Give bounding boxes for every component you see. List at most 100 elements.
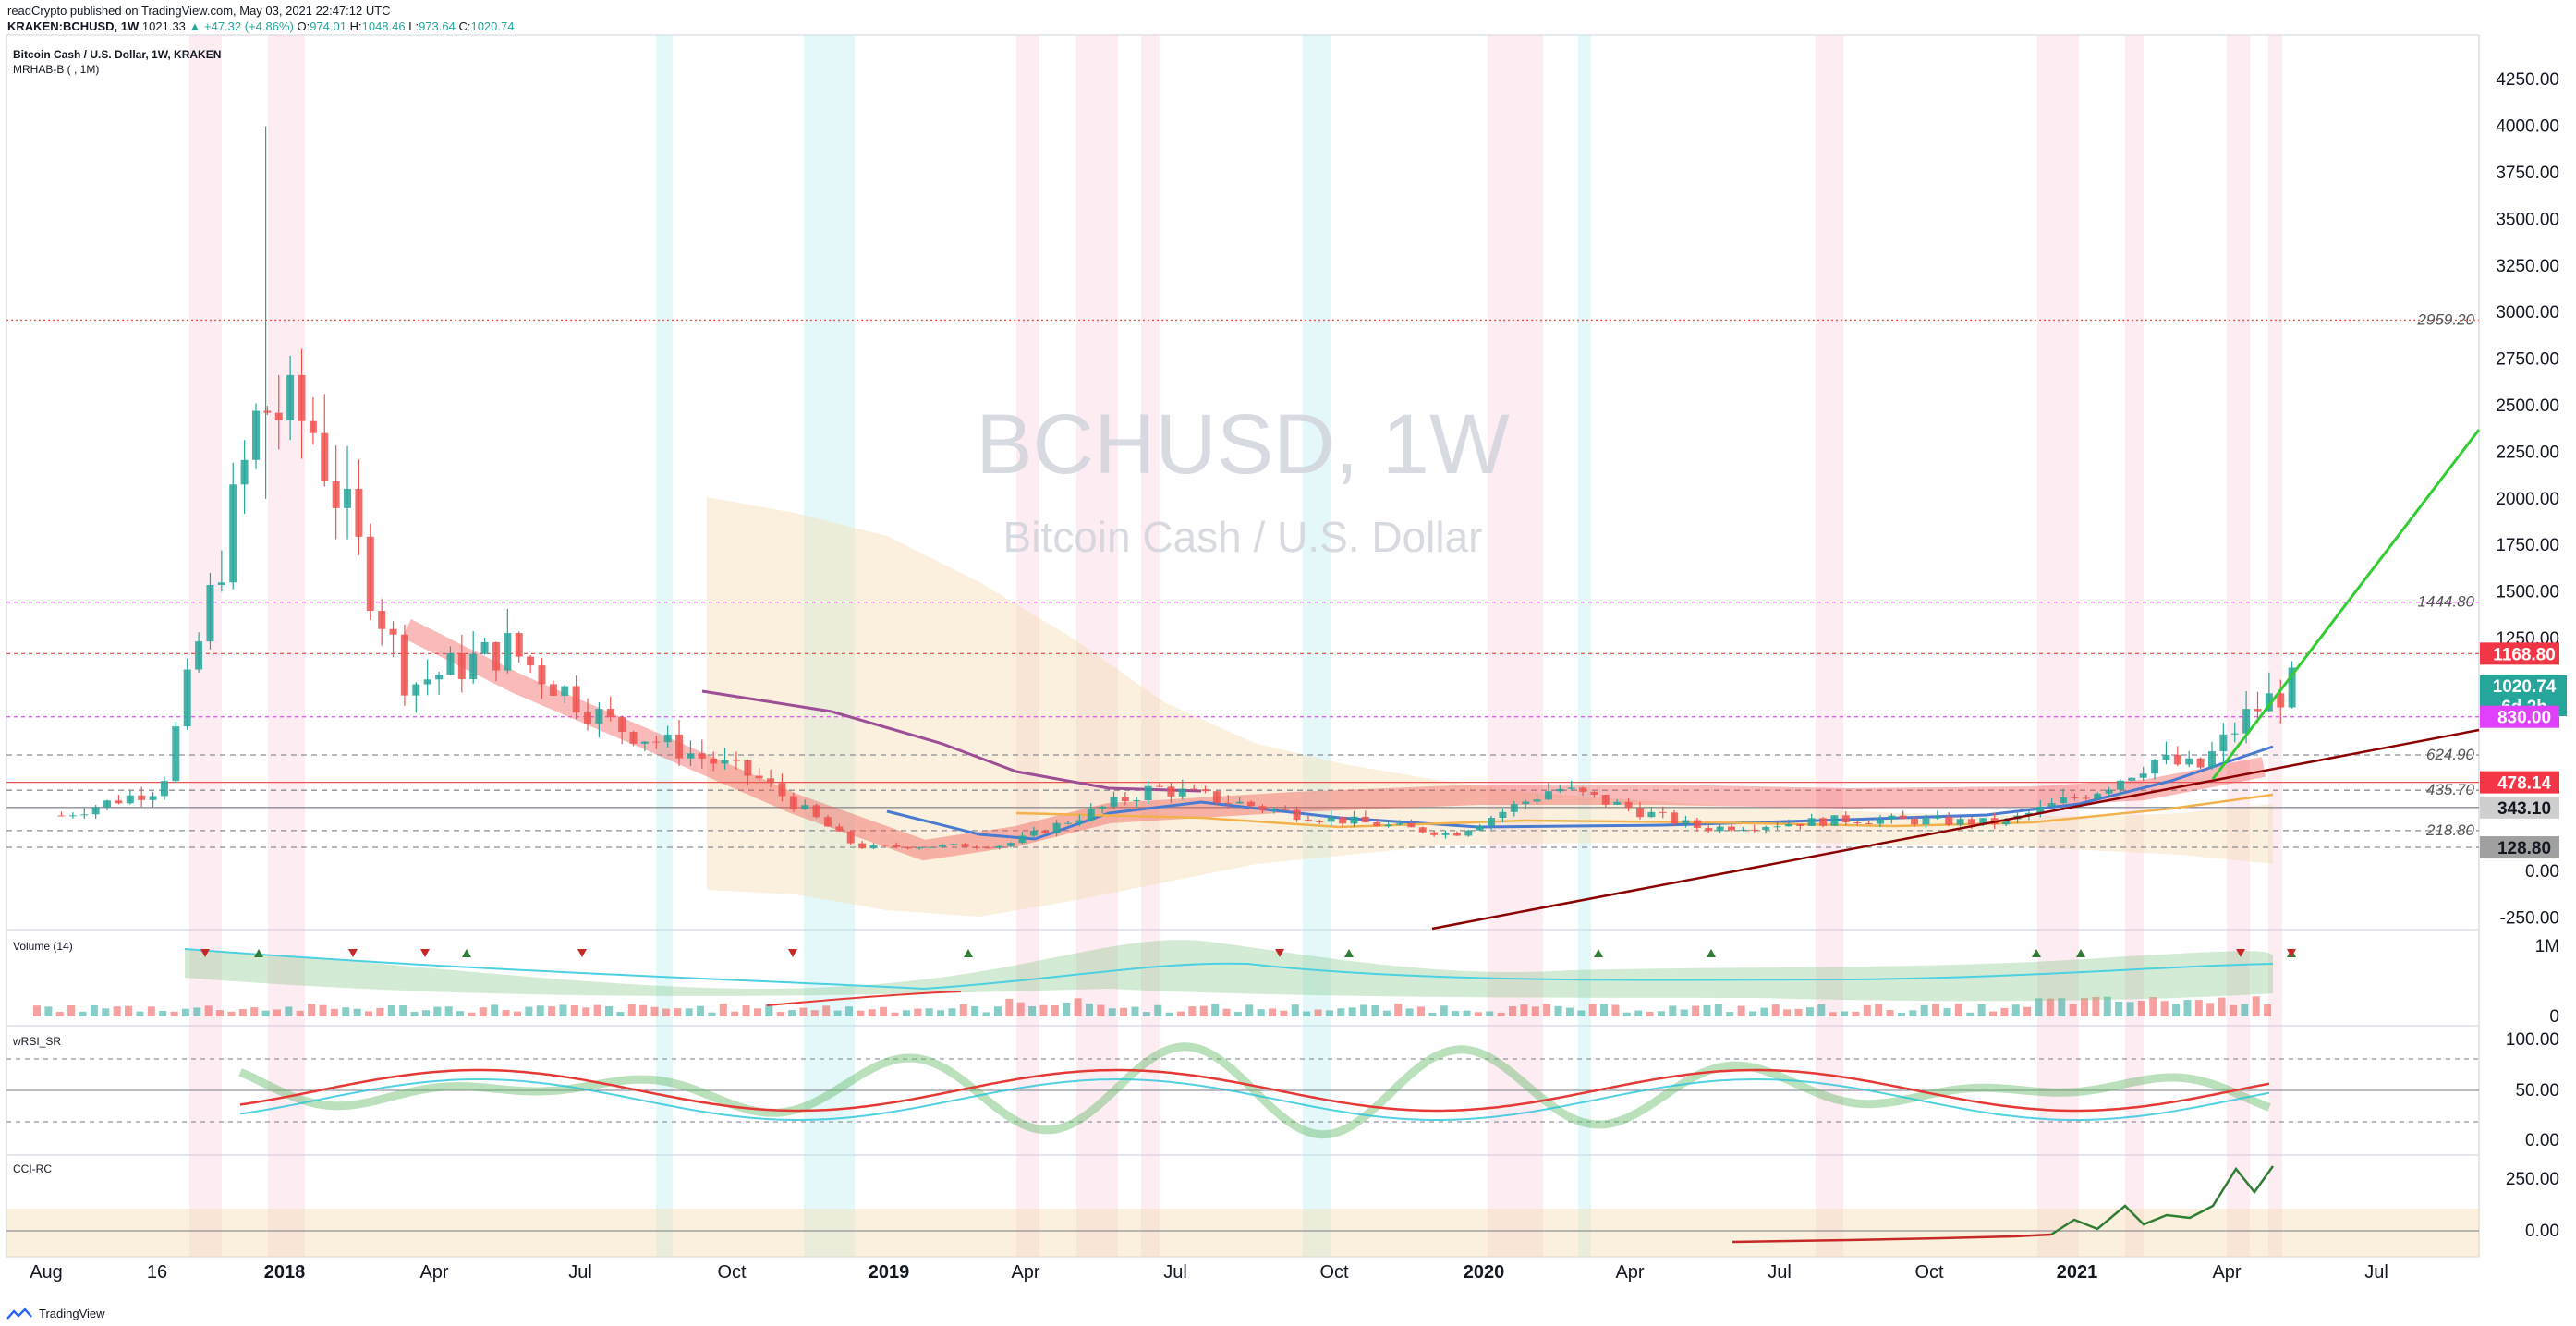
volume-bar xyxy=(399,1005,407,1016)
volume-bar xyxy=(1509,1006,1517,1016)
ma-ribbon-red xyxy=(402,619,2266,861)
candle-down xyxy=(846,831,855,844)
volume-bar xyxy=(2092,996,2100,1016)
candle-up xyxy=(1876,819,1884,824)
volume-bar xyxy=(902,1010,910,1016)
volume-bar xyxy=(1337,1008,1345,1016)
volume-bar xyxy=(548,1006,556,1016)
volume-pane: 1M 0 xyxy=(33,937,2559,1027)
candle-up xyxy=(2047,803,2056,807)
alert-band-cyan xyxy=(804,35,855,1257)
volume-bar xyxy=(593,1004,601,1016)
wrsi-axis-label: 0.00 xyxy=(2525,1131,2559,1150)
volume-bar xyxy=(296,1010,304,1016)
ichimoku-cloud xyxy=(6,497,2479,1257)
volume-bar xyxy=(719,1004,727,1016)
signal-up-icon xyxy=(2076,949,2085,957)
volume-bar xyxy=(387,1004,395,1016)
candle-up xyxy=(1488,818,1496,826)
candle-down xyxy=(2254,709,2262,712)
last-price: 1021.33 xyxy=(141,19,186,33)
candle-up xyxy=(1110,797,1118,807)
price-axis-label: 2250.00 xyxy=(2496,443,2559,462)
candle-down xyxy=(355,488,363,537)
volume-bar xyxy=(925,1008,933,1016)
time-axis[interactable]: Aug 16 2018 Apr Jul Oct 2019 Apr Jul Oct 2020 Apr Ju… xyxy=(30,1262,2388,1283)
wrsi-axis-label: 100.00 xyxy=(2506,1030,2559,1050)
candle-up xyxy=(561,686,569,696)
candle-down xyxy=(572,686,580,713)
volume-bar xyxy=(2000,1007,2009,1016)
candle-up xyxy=(160,781,168,797)
candle-up xyxy=(2060,797,2068,804)
alert-band-cyan xyxy=(1303,35,1331,1257)
volume-bar xyxy=(79,1011,87,1016)
volume-bar xyxy=(937,1010,945,1016)
volume-bar xyxy=(1108,1008,1116,1016)
volume-bar xyxy=(444,1006,453,1016)
signal-up-icon xyxy=(462,949,471,957)
candle-down xyxy=(984,847,992,849)
candle-down xyxy=(1339,817,1347,824)
candle-down xyxy=(1430,832,1439,835)
level-label: 435.70 xyxy=(2426,781,2475,798)
volume-bar xyxy=(238,1009,247,1016)
candle-up xyxy=(995,845,1003,848)
volume-bar xyxy=(1233,1011,1242,1016)
price-tag-text: 1168.80 xyxy=(2493,645,2556,664)
candle-up xyxy=(240,459,249,485)
time-axis-label: Oct xyxy=(1914,1262,1944,1283)
wrsi-pane: 100.00 50.00 0.00 xyxy=(6,1030,2559,1150)
candle-down xyxy=(527,656,535,666)
candle-down xyxy=(538,665,546,685)
volume-bar xyxy=(1817,1004,1826,1016)
candle-down xyxy=(1601,795,1610,805)
price-tag-text: 830.00 xyxy=(2497,709,2551,728)
volume-bar xyxy=(742,1005,750,1016)
signal-up-icon xyxy=(1594,949,1603,957)
candle-up xyxy=(1544,791,1552,800)
volume-bar xyxy=(1622,1012,1631,1016)
candle-down xyxy=(389,628,397,635)
volume-bar xyxy=(1074,998,1082,1016)
volume-bar xyxy=(1543,1004,1551,1016)
candle-up xyxy=(1647,811,1656,818)
volume-bar xyxy=(193,1007,201,1016)
candle-up xyxy=(2094,793,2102,799)
volume-bar xyxy=(959,1004,967,1016)
watermark: BCHUSD, 1W Bitcoin Cash / U.S. Dollar xyxy=(976,397,1510,561)
candle-up xyxy=(2105,789,2113,794)
volume-bar xyxy=(1714,1004,1722,1016)
candle-up xyxy=(801,805,809,809)
volume-bar xyxy=(1360,1004,1368,1016)
volume-bar xyxy=(708,1012,716,1016)
volume-bar xyxy=(1703,1004,1711,1016)
volume-bar xyxy=(125,1005,133,1016)
volume-bar xyxy=(1954,1004,1962,1016)
price-axis-label: 3250.00 xyxy=(2496,257,2559,276)
candle-up xyxy=(1613,801,1622,805)
candle-down xyxy=(812,805,820,818)
candle-down xyxy=(1373,821,1381,827)
candle-down xyxy=(1624,801,1633,809)
volume-bar xyxy=(1416,1006,1425,1016)
volume-bar xyxy=(1841,1011,1849,1016)
candle-down xyxy=(789,796,797,809)
volume-cloud xyxy=(185,940,2273,1002)
candle-down xyxy=(1819,818,1828,826)
volume-bar xyxy=(113,1006,121,1016)
volume-bar xyxy=(1497,1012,1505,1016)
volume-bar xyxy=(650,1006,659,1016)
candle-down xyxy=(1899,815,1907,820)
tradingview-brand[interactable]: TradingView xyxy=(6,1307,105,1320)
volume-bar xyxy=(1165,1012,1173,1016)
candle-down xyxy=(1212,791,1221,803)
volume-bar xyxy=(147,1006,155,1016)
candle-down xyxy=(744,760,752,776)
candle-down xyxy=(2196,758,2205,768)
candle-down xyxy=(778,783,786,797)
volume-bar xyxy=(810,1010,819,1016)
volume-bar xyxy=(1177,1011,1185,1016)
candle-up xyxy=(1567,787,1575,789)
